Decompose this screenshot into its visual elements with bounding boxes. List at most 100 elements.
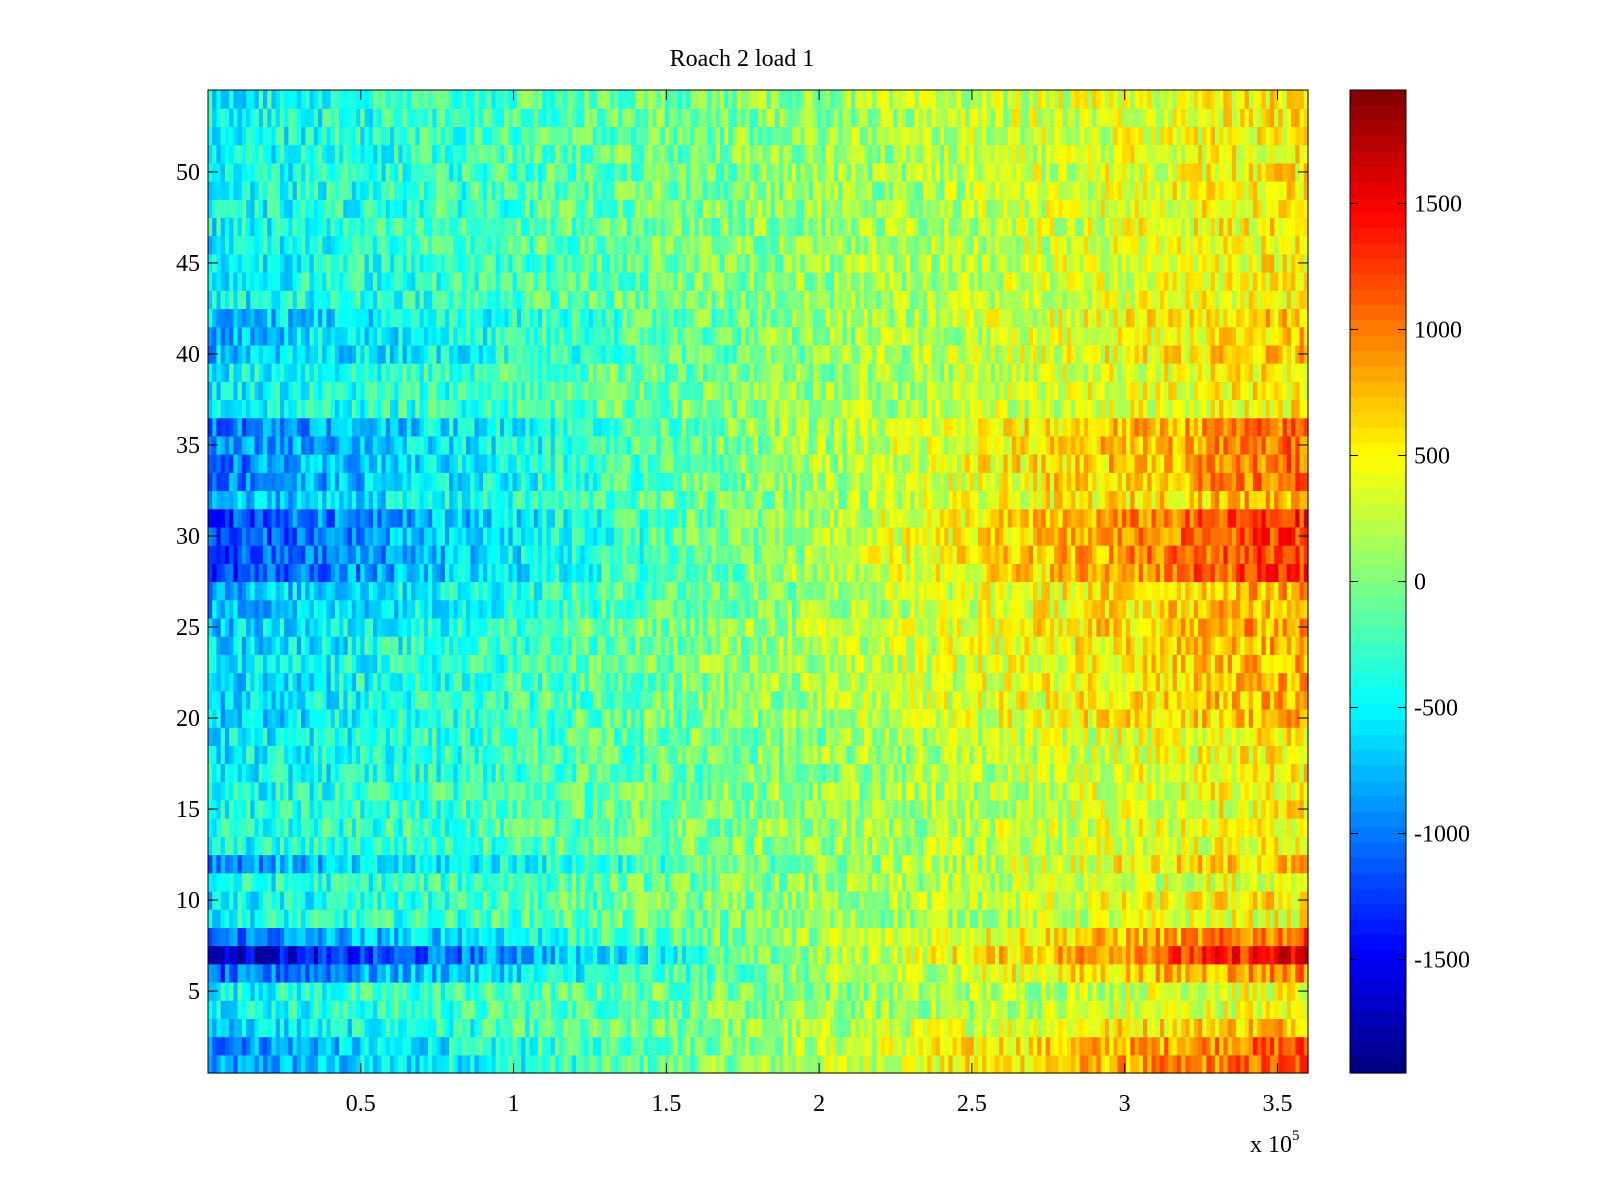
heatmap-cell <box>614 981 619 1001</box>
heatmap-cell <box>233 981 239 1001</box>
heatmap-cell <box>360 727 366 746</box>
heatmap-cell <box>258 836 264 856</box>
heatmap-cell <box>406 890 412 910</box>
heatmap-cell <box>381 818 387 837</box>
heatmap-cell <box>660 745 666 765</box>
heatmap-cell <box>923 945 928 965</box>
heatmap-cell <box>605 727 611 746</box>
heatmap-cell <box>483 1000 488 1019</box>
heatmap-cell <box>453 745 459 765</box>
heatmap-cell <box>914 927 920 947</box>
heatmap-cell <box>1066 1000 1072 1019</box>
heatmap-cell <box>626 799 632 819</box>
heatmap-cell <box>1066 927 1072 947</box>
heatmap-cell <box>1223 927 1229 947</box>
heatmap-cell <box>1109 836 1114 856</box>
heatmap-cell <box>927 745 933 765</box>
heatmap-cell <box>1214 945 1220 965</box>
heatmap-cell <box>648 727 653 746</box>
heatmap-cell <box>381 1054 387 1074</box>
heatmap-cell <box>1096 963 1102 983</box>
heatmap-cell <box>1096 799 1102 819</box>
heatmap-cell <box>279 818 285 837</box>
heatmap-cell <box>813 981 818 1001</box>
heatmap-cell <box>423 727 429 746</box>
heatmap-cell <box>271 836 277 856</box>
heatmap-cell <box>1075 781 1081 801</box>
heatmap-cell <box>1104 818 1110 837</box>
heatmap-cell <box>343 872 349 892</box>
heatmap-cell <box>1223 1036 1229 1056</box>
heatmap-cell <box>660 854 666 874</box>
heatmap-cell <box>1202 1036 1208 1056</box>
heatmap-cell <box>1244 1000 1250 1019</box>
heatmap-cell <box>897 836 903 856</box>
heatmap-cell <box>453 836 459 856</box>
heatmap-cell <box>914 854 920 874</box>
heatmap-cell <box>1104 727 1110 746</box>
heatmap-cell <box>935 781 941 801</box>
heatmap-cell <box>1071 836 1076 856</box>
heatmap-cell <box>241 745 247 765</box>
heatmap-cell <box>1028 1000 1034 1019</box>
heatmap-cell <box>483 1036 488 1056</box>
heatmap-cell <box>580 1036 586 1056</box>
heatmap-cell <box>872 981 878 1001</box>
heatmap-cell <box>254 927 260 947</box>
heatmap-cell <box>703 1000 708 1019</box>
heatmap-cell <box>254 763 260 783</box>
heatmap-cell <box>389 1018 395 1038</box>
heatmap-cell <box>1248 727 1254 746</box>
heatmap-cell <box>554 745 560 765</box>
heatmap-cell <box>440 763 446 783</box>
heatmap-cell <box>457 1000 463 1019</box>
heatmap-cell <box>1189 1000 1195 1019</box>
heatmap-cell <box>474 1018 480 1038</box>
heatmap-cell <box>918 927 924 947</box>
heatmap-cell <box>719 945 725 965</box>
heatmap-cell <box>461 1018 467 1038</box>
heatmap-cell <box>1058 890 1064 910</box>
heatmap-cell <box>859 872 865 892</box>
heatmap-cell <box>419 1018 425 1038</box>
heatmap-cell <box>449 818 454 837</box>
heatmap-cell <box>326 1018 332 1038</box>
heatmap-cell <box>394 963 399 983</box>
heatmap-cell <box>1011 1000 1017 1019</box>
heatmap-cell <box>800 927 806 947</box>
heatmap-cell <box>385 763 391 783</box>
heatmap-cell <box>923 927 928 947</box>
heatmap-cell <box>1219 927 1224 947</box>
heatmap-cell <box>550 909 556 928</box>
heatmap-cell <box>1219 799 1224 819</box>
heatmap-cell <box>415 745 421 765</box>
heatmap-cell <box>643 1054 649 1074</box>
heatmap-cell <box>614 1018 619 1038</box>
heatmap-cell <box>1282 745 1288 765</box>
heatmap-cell <box>1227 981 1233 1001</box>
heatmap-cell <box>609 763 615 783</box>
heatmap-cell <box>1172 781 1178 801</box>
heatmap-cell <box>313 1054 319 1074</box>
heatmap-cell <box>525 818 531 837</box>
heatmap-cell <box>284 708 289 728</box>
heatmap-cell <box>373 854 378 874</box>
heatmap-cell <box>978 799 983 819</box>
heatmap-cell <box>618 872 624 892</box>
heatmap-cell <box>1231 945 1237 965</box>
heatmap-cell <box>1020 945 1026 965</box>
heatmap-cell <box>639 963 645 983</box>
heatmap-cell <box>1240 781 1246 801</box>
heatmap-cell <box>965 781 971 801</box>
heatmap-cell <box>432 1018 438 1038</box>
heatmap-cell <box>428 854 433 874</box>
heatmap-cell <box>1231 1000 1237 1019</box>
heatmap-cell <box>377 1036 383 1056</box>
heatmap-cell <box>216 799 222 819</box>
heatmap-cell <box>284 854 289 874</box>
heatmap-cell <box>508 727 514 746</box>
heatmap-cell <box>381 799 387 819</box>
heatmap-cell <box>1236 981 1241 1001</box>
heatmap-cell <box>241 1018 247 1038</box>
heatmap-cell <box>1117 836 1123 856</box>
